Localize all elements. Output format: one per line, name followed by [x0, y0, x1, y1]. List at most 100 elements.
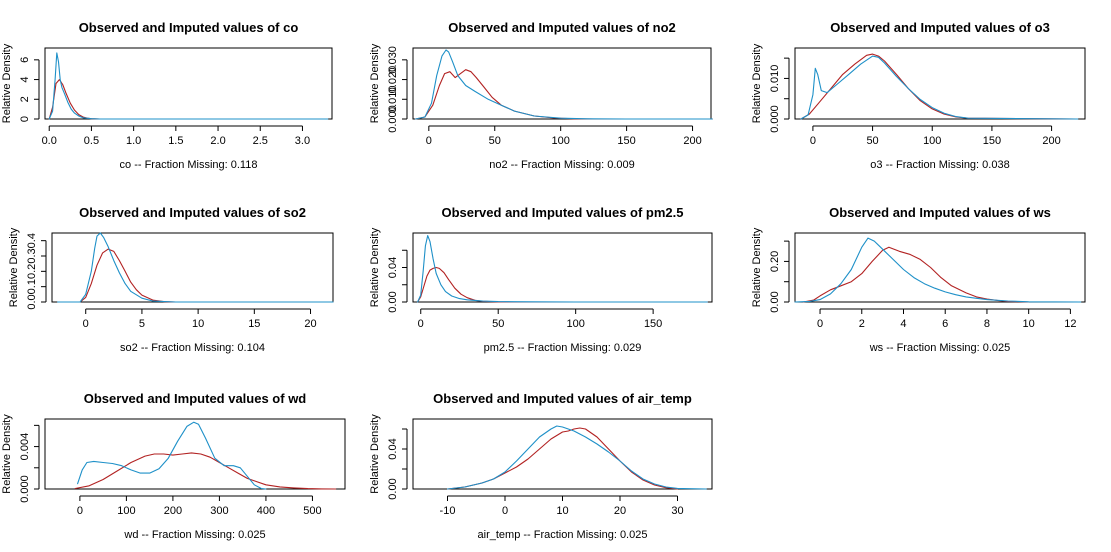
y-axis-label: Relative Density — [751, 227, 763, 307]
x-tick-label: 0 — [83, 318, 89, 330]
x-tick-label: 10 — [556, 505, 568, 517]
observed-density-line — [57, 232, 334, 303]
observed-density-line — [800, 55, 1079, 120]
x-axis-label: ws -- Fraction Missing: 0.025 — [869, 342, 1011, 354]
y-tick-label: 0.00 — [387, 478, 399, 499]
x-tick-label: 200 — [1042, 135, 1060, 147]
x-axis: 0 50 100 150 200 — [810, 125, 1061, 147]
y-tick-label: 0.010 — [769, 65, 781, 93]
density-panel: Observed and Imputed values of so2 0 5 10 15… — [8, 205, 334, 354]
density-panel: Observed and Imputed values of no2 0 50 100… — [369, 20, 713, 171]
x-axis: 0.0 0.5 1.0 1.5 2.0 2.5 3.0 — [42, 125, 310, 147]
x-tick-label: 10 — [192, 318, 204, 330]
y-axis: 0.00 0.04 — [387, 249, 408, 313]
y-tick-label: 0.000 — [19, 475, 31, 503]
x-tick-label: 500 — [303, 505, 321, 517]
x-axis-label: pm2.5 -- Fraction Missing: 0.029 — [484, 342, 642, 354]
density-panel: Observed and Imputed values of air_temp -… — [369, 391, 713, 541]
y-axis-label: Relative Density — [1, 414, 13, 494]
panel-title: Observed and Imputed values of co — [79, 20, 299, 35]
plot-frame — [412, 47, 712, 120]
y-axis-label: Relative Density — [369, 227, 381, 307]
imputed-density-line — [417, 266, 708, 303]
x-tick-label: 0 — [426, 135, 432, 147]
y-tick-label: 0.0 — [26, 294, 38, 309]
y-tick-label: 0.3 — [26, 248, 38, 263]
x-tick-label: 1.5 — [168, 135, 183, 147]
y-tick-label: 0.4 — [26, 233, 38, 248]
y-tick-label: 0.000 — [387, 105, 399, 133]
x-tick-label: 0 — [418, 318, 424, 330]
y-tick-label: 0.00 — [769, 291, 781, 312]
y-tick-label: 0.030 — [387, 46, 399, 74]
y-axis: 0.000 0.010 — [769, 57, 790, 133]
x-tick-label: 400 — [257, 505, 275, 517]
x-tick-label: 0 — [817, 318, 823, 330]
x-axis: 0 100 200 300 400 500 — [77, 495, 322, 517]
plot-frame — [44, 47, 333, 120]
x-tick-label: 150 — [617, 135, 635, 147]
y-tick-label: 0 — [19, 116, 31, 122]
panel-title: Observed and Imputed values of wd — [84, 391, 307, 406]
x-tick-label: 20 — [304, 318, 316, 330]
x-tick-label: 1.0 — [126, 135, 141, 147]
x-tick-label: 50 — [489, 135, 501, 147]
y-axis-label: Relative Density — [8, 227, 20, 307]
x-tick-label: 12 — [1064, 318, 1076, 330]
density-panel: Observed and Imputed values of o3 0 50 100 1… — [751, 20, 1086, 171]
x-tick-label: 10 — [1023, 318, 1035, 330]
plot-frame — [794, 232, 1086, 303]
y-tick-label: 0.04 — [387, 438, 399, 459]
x-tick-label: 6 — [942, 318, 948, 330]
x-axis: 0 5 10 15 20 — [83, 308, 317, 330]
imputed-density-line — [802, 246, 1030, 303]
y-tick-label: 4 — [19, 76, 31, 82]
x-tick-label: 100 — [552, 135, 570, 147]
x-tick-label: 0.0 — [42, 135, 57, 147]
plot-frame — [794, 47, 1086, 120]
y-axis: 0.00.10.20.30.4 — [26, 233, 47, 310]
observed-density-line — [77, 421, 267, 490]
x-tick-label: 2.0 — [210, 135, 225, 147]
x-tick-label: 4 — [900, 318, 906, 330]
x-tick-label: 150 — [644, 318, 662, 330]
y-axis-label: Relative Density — [1, 43, 13, 123]
observed-density-line — [417, 235, 708, 303]
x-tick-label: 50 — [866, 135, 878, 147]
panel-title: Observed and Imputed values of ws — [829, 205, 1051, 220]
plot-frame — [412, 418, 713, 490]
y-tick-label: 0.000 — [769, 105, 781, 133]
observed-density-line — [48, 52, 329, 120]
x-tick-label: 300 — [210, 505, 228, 517]
density-panel: Observed and Imputed values of co 0.0 0.5 1… — [1, 20, 333, 171]
x-axis-label: no2 -- Fraction Missing: 0.009 — [489, 159, 635, 171]
panel-title: Observed and Imputed values of no2 — [448, 20, 676, 35]
panel-title: Observed and Imputed values of air_temp — [433, 391, 692, 406]
x-tick-label: 8 — [984, 318, 990, 330]
x-tick-label: 200 — [683, 135, 701, 147]
x-tick-label: 100 — [117, 505, 135, 517]
y-tick-label: 0.2 — [26, 264, 38, 279]
observed-density-line — [415, 49, 713, 120]
x-tick-label: 2.5 — [253, 135, 268, 147]
imputed-density-line — [79, 248, 177, 303]
x-axis-label: o3 -- Fraction Missing: 0.038 — [870, 159, 1009, 171]
panel-title: Observed and Imputed values of so2 — [79, 205, 306, 220]
x-tick-label: 20 — [614, 505, 626, 517]
y-axis: 0.00 0.04 — [387, 428, 408, 500]
x-axis: -10 0 10 20 30 — [440, 495, 684, 517]
x-tick-label: 0 — [77, 505, 83, 517]
imputed-density-line — [415, 69, 713, 120]
y-tick-label: 0.010 — [387, 86, 399, 114]
x-tick-label: 100 — [566, 318, 584, 330]
observed-density-line — [794, 237, 1082, 303]
x-tick-label: 150 — [983, 135, 1001, 147]
panel-title: Observed and Imputed values of o3 — [830, 20, 1050, 35]
x-tick-label: 3.0 — [295, 135, 310, 147]
x-axis-label: wd -- Fraction Missing: 0.025 — [123, 529, 265, 541]
x-tick-label: 50 — [492, 318, 504, 330]
y-tick-label: 6 — [19, 57, 31, 63]
x-axis-label: co -- Fraction Missing: 0.118 — [120, 159, 258, 171]
y-tick-label: 0.00 — [387, 291, 399, 312]
